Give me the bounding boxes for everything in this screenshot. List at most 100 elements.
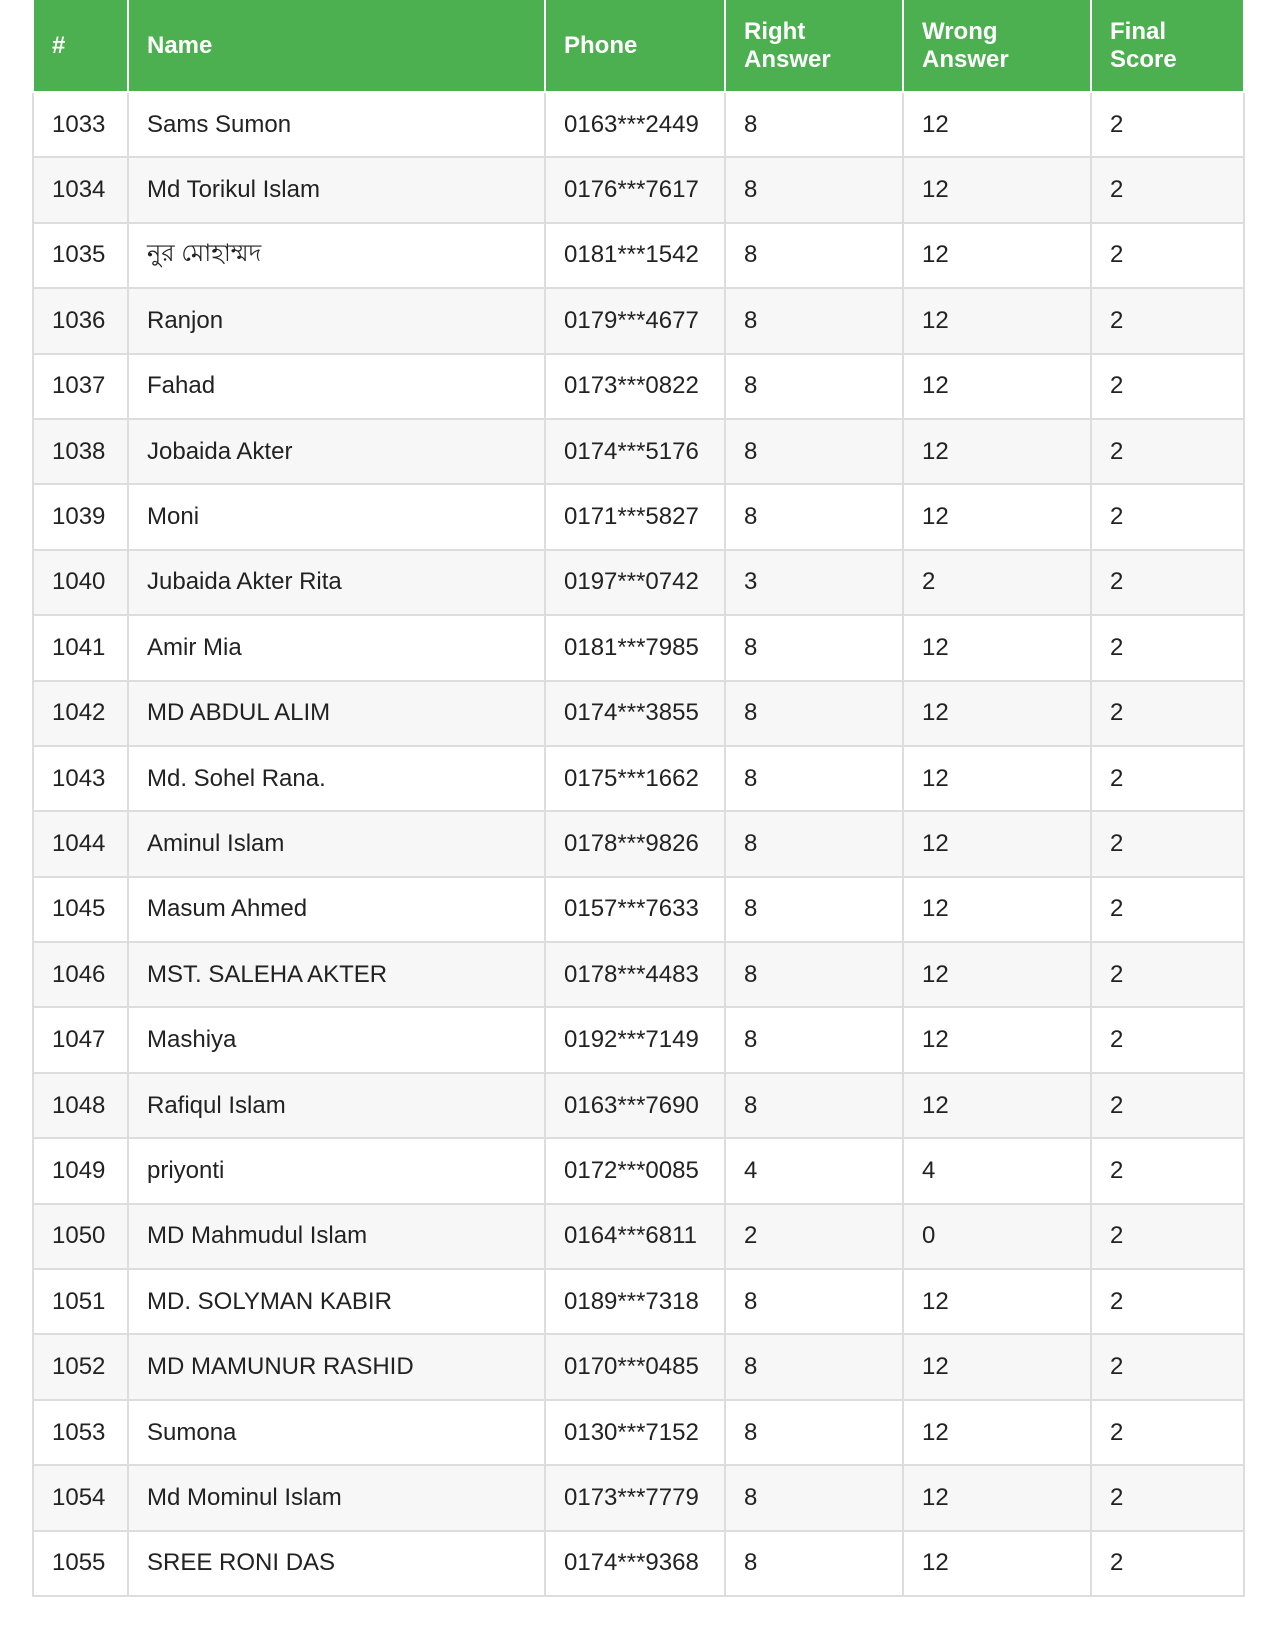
final-score-cell: 2 — [1090, 287, 1245, 355]
name-cell: Md Torikul Islam — [127, 156, 546, 224]
rank-cell: 1048 — [32, 1071, 129, 1140]
phone-cell: 0189***7318 — [544, 1268, 726, 1336]
rank-cell: 1051 — [32, 1268, 129, 1336]
right-answer-cell: 8 — [724, 221, 904, 290]
table-row: 1052 MD MAMUNUR RASHID 0170***0485 8 12 2 — [32, 1333, 1245, 1401]
phone-cell: 0175***1662 — [544, 744, 726, 813]
header-label: Right Answer — [744, 17, 831, 73]
table-row: 1048 Rafiqul Islam 0163***7690 8 12 2 — [32, 1071, 1245, 1140]
phone-cell: 0130***7152 — [544, 1398, 726, 1467]
right-answer-cell: 4 — [724, 1137, 904, 1205]
name-cell: MD MAMUNUR RASHID — [127, 1333, 546, 1401]
final-score-cell: 2 — [1090, 810, 1245, 878]
wrong-answer-cell: 12 — [902, 417, 1092, 486]
rank-cell: 1035 — [32, 221, 129, 290]
phone-cell: 0173***7779 — [544, 1464, 726, 1532]
right-answer-cell: 8 — [724, 90, 904, 159]
rank-cell: 1043 — [32, 744, 129, 813]
final-score-cell: 2 — [1090, 483, 1245, 551]
final-score-cell: 2 — [1090, 221, 1245, 290]
table-row: 1034 Md Torikul Islam 0176***7617 8 12 2 — [32, 156, 1245, 224]
rank-cell: 1055 — [32, 1529, 129, 1597]
rank-cell: 1053 — [32, 1398, 129, 1467]
header-cell: Final Score — [1090, 0, 1245, 93]
name-cell: Amir Mia — [127, 614, 546, 682]
phone-cell: 0174***5176 — [544, 417, 726, 486]
right-answer-cell: 8 — [724, 1398, 904, 1467]
header-label: Name — [147, 31, 213, 59]
table-row: 1040 Jubaida Akter Rita 0197***0742 3 2 2 — [32, 548, 1245, 617]
wrong-answer-cell: 12 — [902, 1006, 1092, 1074]
rank-cell: 1052 — [32, 1333, 129, 1401]
right-answer-cell: 8 — [724, 679, 904, 747]
rank-cell: 1054 — [32, 1464, 129, 1532]
name-cell: Rafiqul Islam — [127, 1071, 546, 1140]
rank-cell: 1037 — [32, 352, 129, 420]
phone-cell: 0181***7985 — [544, 614, 726, 682]
final-score-cell: 2 — [1090, 352, 1245, 420]
right-answer-cell: 8 — [724, 483, 904, 551]
table-row: 1044 Aminul Islam 0178***9826 8 12 2 — [32, 810, 1245, 878]
right-answer-cell: 3 — [724, 548, 904, 617]
final-score-cell: 2 — [1090, 417, 1245, 486]
phone-cell: 0197***0742 — [544, 548, 726, 617]
phone-cell: 0173***0822 — [544, 352, 726, 420]
final-score-cell: 2 — [1090, 1137, 1245, 1205]
rank-cell: 1049 — [32, 1137, 129, 1205]
rank-cell: 1036 — [32, 287, 129, 355]
rank-cell: 1039 — [32, 483, 129, 551]
wrong-answer-cell: 12 — [902, 614, 1092, 682]
wrong-answer-cell: 12 — [902, 875, 1092, 944]
table-row: 1036 Ranjon 0179***4677 8 12 2 — [32, 287, 1245, 355]
header-cell: Phone — [544, 0, 726, 93]
phone-cell: 0176***7617 — [544, 156, 726, 224]
rank-cell: 1041 — [32, 614, 129, 682]
phone-cell: 0178***9826 — [544, 810, 726, 878]
table-header: # Name Phone Right Answer Wrong Answer Final … — [32, 0, 1245, 93]
rank-cell: 1034 — [32, 156, 129, 224]
table-row: 1049 priyonti 0172***0085 4 4 2 — [32, 1137, 1245, 1205]
table-row: 1055 SREE RONI DAS 0174***9368 8 12 2 — [32, 1529, 1245, 1597]
final-score-cell: 2 — [1090, 548, 1245, 617]
table-row: 1046 MST. SALEHA AKTER 0178***4483 8 12 2 — [32, 941, 1245, 1009]
name-cell: Jobaida Akter — [127, 417, 546, 486]
wrong-answer-cell: 12 — [902, 744, 1092, 813]
name-cell: Sumona — [127, 1398, 546, 1467]
name-cell: SREE RONI DAS — [127, 1529, 546, 1597]
phone-cell: 0157***7633 — [544, 875, 726, 944]
right-answer-cell: 8 — [724, 1529, 904, 1597]
name-cell: Md. Sohel Rana. — [127, 744, 546, 813]
phone-cell: 0181***1542 — [544, 221, 726, 290]
table-row: 1039 Moni 0171***5827 8 12 2 — [32, 483, 1245, 551]
table-row: 1042 MD ABDUL ALIM 0174***3855 8 12 2 — [32, 679, 1245, 747]
header-label: Final Score — [1110, 17, 1177, 73]
right-answer-cell: 8 — [724, 1333, 904, 1401]
right-answer-cell: 8 — [724, 1464, 904, 1532]
right-answer-cell: 8 — [724, 1071, 904, 1140]
table-row: 1054 Md Mominul Islam 0173***7779 8 12 2 — [32, 1464, 1245, 1532]
final-score-cell: 2 — [1090, 875, 1245, 944]
final-score-cell: 2 — [1090, 1398, 1245, 1467]
table-row: 1050 MD Mahmudul Islam 0164***6811 2 0 2 — [32, 1202, 1245, 1271]
header-label: Wrong Answer — [922, 17, 1009, 73]
final-score-cell: 2 — [1090, 1202, 1245, 1271]
table-row: 1041 Amir Mia 0181***7985 8 12 2 — [32, 614, 1245, 682]
name-cell: Masum Ahmed — [127, 875, 546, 944]
name-cell: Md Mominul Islam — [127, 1464, 546, 1532]
wrong-answer-cell: 12 — [902, 679, 1092, 747]
right-answer-cell: 8 — [724, 156, 904, 224]
name-cell: MD ABDUL ALIM — [127, 679, 546, 747]
rank-cell: 1045 — [32, 875, 129, 944]
rank-cell: 1046 — [32, 941, 129, 1009]
phone-cell: 0171***5827 — [544, 483, 726, 551]
phone-cell: 0179***4677 — [544, 287, 726, 355]
wrong-answer-cell: 12 — [902, 1529, 1092, 1597]
wrong-answer-cell: 4 — [902, 1137, 1092, 1205]
header-cell: Wrong Answer — [902, 0, 1092, 93]
right-answer-cell: 8 — [724, 287, 904, 355]
wrong-answer-cell: 12 — [902, 1071, 1092, 1140]
phone-cell: 0170***0485 — [544, 1333, 726, 1401]
name-cell: Moni — [127, 483, 546, 551]
phone-cell: 0174***3855 — [544, 679, 726, 747]
table-row: 1037 Fahad 0173***0822 8 12 2 — [32, 352, 1245, 420]
